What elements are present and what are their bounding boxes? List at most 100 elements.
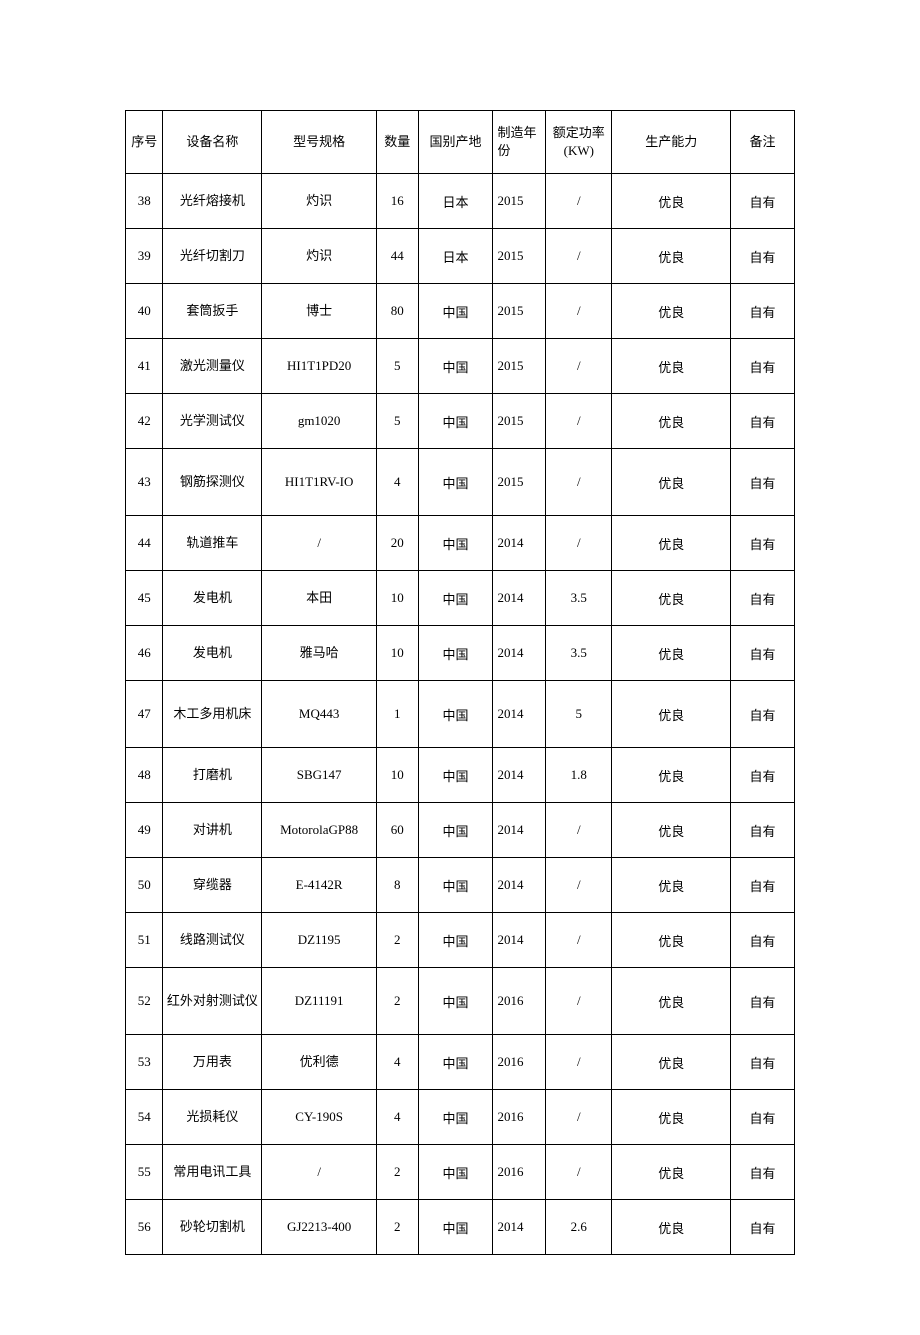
col-year: 制造年份	[493, 111, 546, 174]
table-row: 49对讲机MotorolaGP8860中国2014/优良自有	[126, 803, 795, 858]
cell-qty: 60	[376, 803, 418, 858]
cell-power: /	[546, 1035, 612, 1090]
cell-origin: 中国	[418, 626, 493, 681]
cell-note: 自有	[731, 449, 795, 516]
cell-capacity: 优良	[612, 449, 731, 516]
cell-model: DZ11191	[262, 968, 376, 1035]
col-qty: 数量	[376, 111, 418, 174]
cell-name: 砂轮切割机	[163, 1200, 262, 1255]
cell-note: 自有	[731, 571, 795, 626]
cell-year: 2015	[493, 229, 546, 284]
cell-capacity: 优良	[612, 1035, 731, 1090]
cell-power: 3.5	[546, 626, 612, 681]
table-row: 48打磨机SBG14710中国20141.8优良自有	[126, 748, 795, 803]
cell-qty: 4	[376, 1035, 418, 1090]
cell-capacity: 优良	[612, 968, 731, 1035]
cell-capacity: 优良	[612, 803, 731, 858]
equipment-table: 序号 设备名称 型号规格 数量 国别产地 制造年份 额定功率(KW) 生产能力 …	[125, 110, 795, 1255]
cell-power: /	[546, 913, 612, 968]
cell-qty: 8	[376, 858, 418, 913]
cell-model: /	[262, 516, 376, 571]
cell-model: E-4142R	[262, 858, 376, 913]
cell-origin: 中国	[418, 1200, 493, 1255]
cell-power: /	[546, 284, 612, 339]
table-row: 51线路测试仪DZ11952中国2014/优良自有	[126, 913, 795, 968]
cell-note: 自有	[731, 339, 795, 394]
cell-seq: 49	[126, 803, 163, 858]
cell-note: 自有	[731, 284, 795, 339]
cell-seq: 55	[126, 1145, 163, 1200]
cell-name: 木工多用机床	[163, 681, 262, 748]
cell-seq: 38	[126, 174, 163, 229]
cell-note: 自有	[731, 626, 795, 681]
cell-year: 2015	[493, 284, 546, 339]
cell-capacity: 优良	[612, 748, 731, 803]
cell-name: 万用表	[163, 1035, 262, 1090]
table-row: 50穿缆器E-4142R8中国2014/优良自有	[126, 858, 795, 913]
cell-model: HI1T1PD20	[262, 339, 376, 394]
cell-power: 2.6	[546, 1200, 612, 1255]
cell-power: /	[546, 394, 612, 449]
cell-qty: 2	[376, 1200, 418, 1255]
cell-note: 自有	[731, 803, 795, 858]
cell-origin: 日本	[418, 229, 493, 284]
cell-seq: 50	[126, 858, 163, 913]
table-row: 43钢筋探测仪HI1T1RV-IO4中国2015/优良自有	[126, 449, 795, 516]
cell-origin: 中国	[418, 1090, 493, 1145]
cell-power: /	[546, 229, 612, 284]
cell-name: 对讲机	[163, 803, 262, 858]
cell-qty: 44	[376, 229, 418, 284]
cell-qty: 2	[376, 1145, 418, 1200]
cell-name: 光纤熔接机	[163, 174, 262, 229]
cell-year: 2015	[493, 339, 546, 394]
cell-model: DZ1195	[262, 913, 376, 968]
cell-year: 2016	[493, 1035, 546, 1090]
cell-seq: 53	[126, 1035, 163, 1090]
cell-name: 打磨机	[163, 748, 262, 803]
cell-origin: 中国	[418, 571, 493, 626]
cell-model: 灼识	[262, 174, 376, 229]
cell-capacity: 优良	[612, 1145, 731, 1200]
cell-origin: 中国	[418, 394, 493, 449]
cell-seq: 48	[126, 748, 163, 803]
cell-seq: 40	[126, 284, 163, 339]
cell-note: 自有	[731, 681, 795, 748]
cell-model: 博士	[262, 284, 376, 339]
cell-seq: 43	[126, 449, 163, 516]
cell-origin: 中国	[418, 339, 493, 394]
cell-power: 1.8	[546, 748, 612, 803]
cell-capacity: 优良	[612, 1200, 731, 1255]
cell-name: 光学测试仪	[163, 394, 262, 449]
cell-seq: 47	[126, 681, 163, 748]
table-row: 40套筒扳手博士80中国2015/优良自有	[126, 284, 795, 339]
cell-model: 灼识	[262, 229, 376, 284]
cell-year: 2014	[493, 1200, 546, 1255]
cell-power: /	[546, 803, 612, 858]
cell-qty: 4	[376, 1090, 418, 1145]
cell-seq: 56	[126, 1200, 163, 1255]
cell-name: 红外对射测试仪	[163, 968, 262, 1035]
cell-seq: 51	[126, 913, 163, 968]
cell-year: 2015	[493, 394, 546, 449]
cell-name: 穿缆器	[163, 858, 262, 913]
cell-power: /	[546, 339, 612, 394]
cell-seq: 54	[126, 1090, 163, 1145]
cell-year: 2016	[493, 1090, 546, 1145]
cell-power: /	[546, 449, 612, 516]
cell-power: 3.5	[546, 571, 612, 626]
cell-seq: 46	[126, 626, 163, 681]
cell-qty: 1	[376, 681, 418, 748]
cell-origin: 日本	[418, 174, 493, 229]
cell-seq: 52	[126, 968, 163, 1035]
cell-name: 钢筋探测仪	[163, 449, 262, 516]
cell-note: 自有	[731, 516, 795, 571]
cell-power: /	[546, 968, 612, 1035]
cell-qty: 10	[376, 748, 418, 803]
cell-name: 光纤切割刀	[163, 229, 262, 284]
cell-capacity: 优良	[612, 681, 731, 748]
table-row: 44轨道推车/20中国2014/优良自有	[126, 516, 795, 571]
col-note: 备注	[731, 111, 795, 174]
table-row: 54光损耗仪CY-190S4中国2016/优良自有	[126, 1090, 795, 1145]
cell-model: SBG147	[262, 748, 376, 803]
cell-qty: 10	[376, 626, 418, 681]
